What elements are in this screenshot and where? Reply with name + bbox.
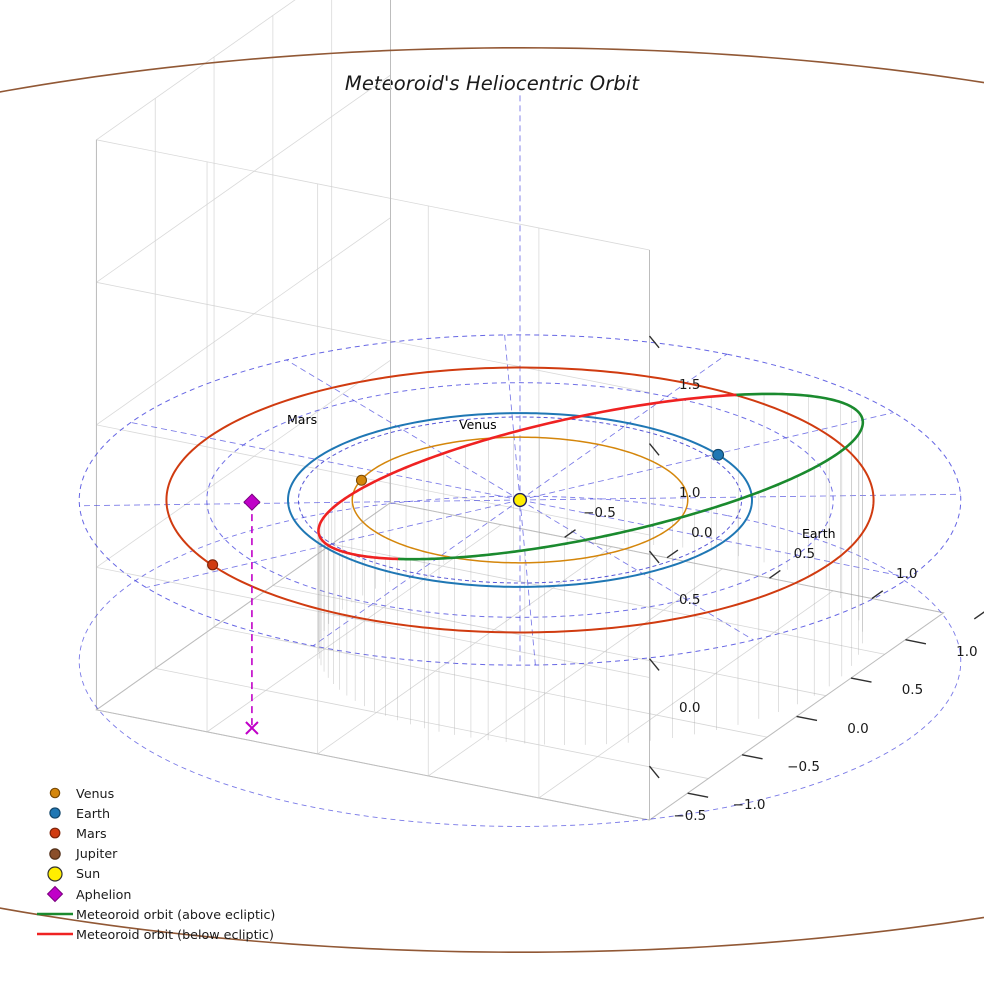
- legend-label: Earth: [76, 805, 111, 821]
- legend-item-sun: Sun: [34, 864, 296, 884]
- x-tick-label-3: 0.5: [901, 682, 924, 699]
- legend-line-swatch: [34, 924, 76, 944]
- z-tick-label-2: 0.5: [679, 592, 701, 609]
- legend-label: Sun: [76, 866, 101, 882]
- x-tick-label-0: −1.0: [732, 797, 766, 814]
- z-tick-label-4: −0.5: [673, 807, 707, 824]
- body-markers-group: [207, 448, 725, 571]
- legend-item-jupiter: Jupiter: [34, 844, 296, 864]
- x-tick-label-2: 0.0: [847, 720, 869, 737]
- legend-line-swatch: [34, 904, 76, 924]
- legend-marker-diamond-icon: [34, 884, 76, 904]
- y-tick-label-1: 0.0: [691, 525, 713, 542]
- z-tick-label-1: 1.0: [679, 484, 701, 501]
- legend-item-venus: Venus: [34, 783, 296, 803]
- axis-ticks-group: [564, 335, 984, 798]
- legend-label: Venus: [76, 785, 115, 801]
- legend-label: Meteoroid orbit (above ecliptic): [76, 906, 276, 922]
- legend-item-meteoroid-orbit-below-ecliptic: Meteoroid orbit (below ecliptic): [34, 924, 296, 944]
- x-tick-label-1: −0.5: [787, 759, 820, 776]
- mars-label: Mars: [287, 412, 318, 427]
- z-tick-label-0: 1.5: [679, 377, 701, 394]
- legend-label: Meteoroid orbit (below ecliptic): [76, 926, 274, 942]
- legend-label: Jupiter: [76, 846, 118, 862]
- legend-marker-circle-icon: [34, 864, 76, 884]
- page-title: Meteoroid's Heliocentric Orbit: [344, 72, 640, 95]
- meteoroid-orbit-group: [317, 392, 865, 561]
- legend-marker-circle-icon: [34, 844, 76, 864]
- legend-marker-circle-icon: [34, 803, 76, 823]
- legend-label: Mars: [76, 825, 107, 841]
- x-tick-label-4: 1.0: [956, 643, 978, 660]
- z-tick-label-3: 0.0: [679, 700, 701, 717]
- legend-marker-circle-icon: [34, 823, 76, 843]
- venus-label: Venus: [459, 417, 497, 432]
- y-tick-label-2: 0.5: [793, 545, 816, 562]
- legend-label: Aphelion: [76, 886, 132, 902]
- axes-panes-group: [95, 0, 945, 821]
- aphelion-marker-group: [243, 493, 261, 735]
- y-tick-label-3: 1.0: [895, 565, 918, 582]
- y-tick-label-0: −0.5: [583, 504, 616, 521]
- legend: Venus Earth Mars Jupiter Sun Aphelion Meteoroi…: [34, 783, 296, 945]
- orbit-stems-group: [318, 393, 863, 745]
- planet-orbits-group: [0, 47, 984, 953]
- legend-item-meteoroid-orbit-above-ecliptic: Meteoroid orbit (above ecliptic): [34, 904, 296, 924]
- earth-label: Earth: [802, 526, 836, 541]
- legend-marker-circle-icon: [34, 783, 76, 803]
- legend-item-mars: Mars: [34, 823, 296, 843]
- reference-circles-group: [78, 91, 962, 827]
- legend-item-earth: Earth: [34, 803, 296, 823]
- legend-item-aphelion: Aphelion: [34, 884, 296, 904]
